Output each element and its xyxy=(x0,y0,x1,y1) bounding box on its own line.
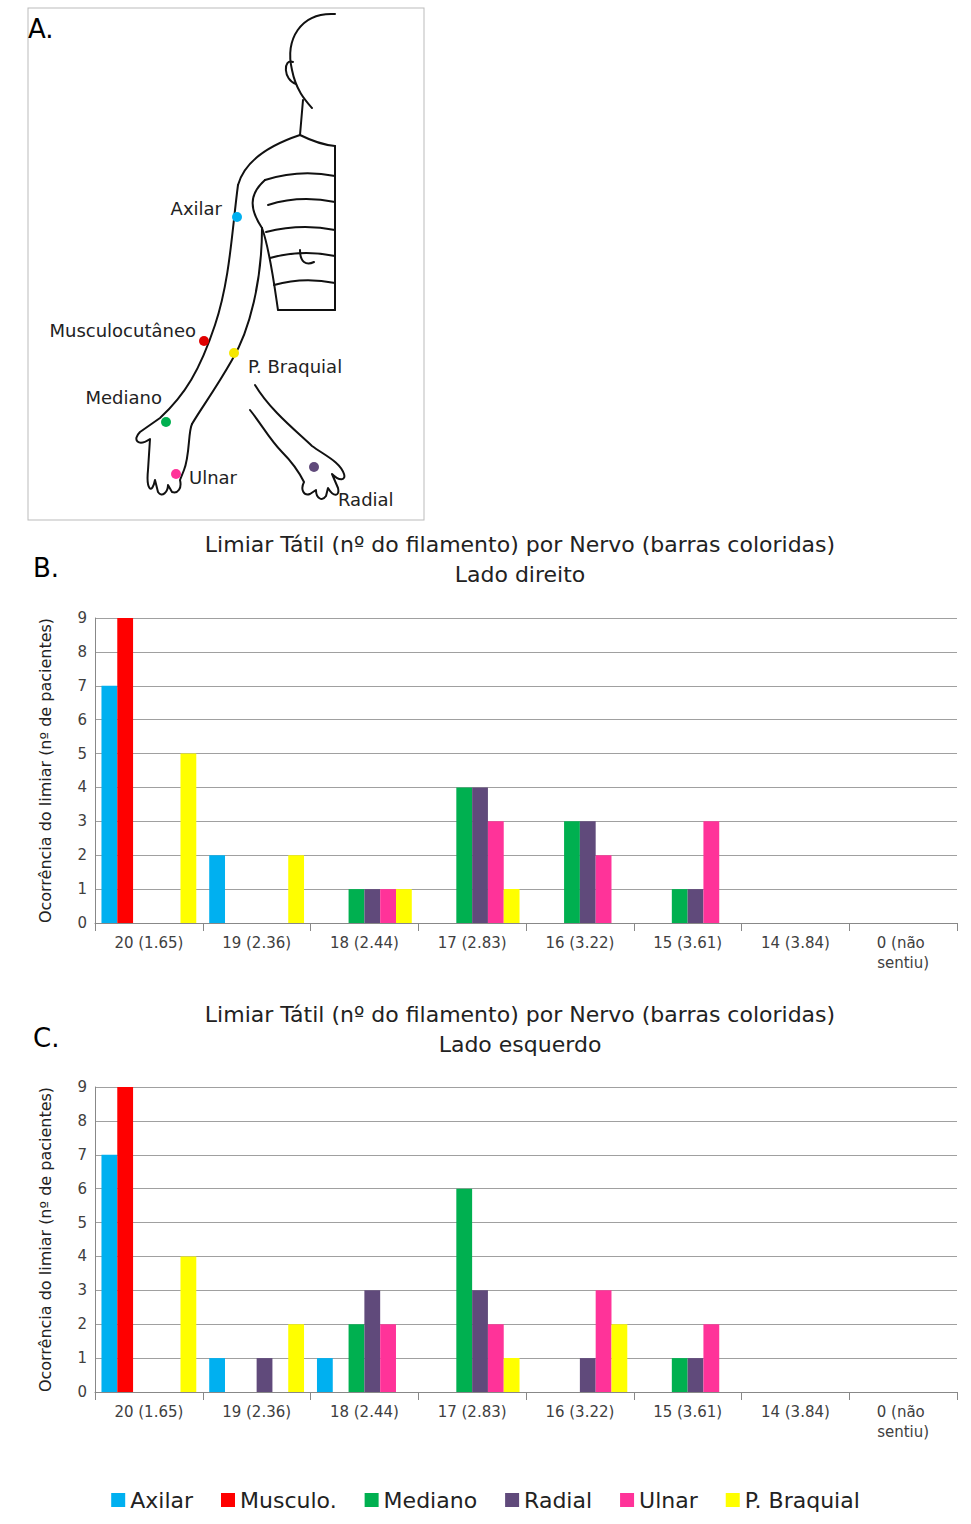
svg-text:19 (2.36): 19 (2.36) xyxy=(222,1403,291,1421)
svg-text:Musculocutâneo: Musculocutâneo xyxy=(49,320,196,341)
svg-text:C.: C. xyxy=(33,1023,59,1053)
svg-text:Limiar Tátil (nº do filamento): Limiar Tátil (nº do filamento) por Nervo… xyxy=(205,532,835,557)
svg-text:P. Braquial: P. Braquial xyxy=(745,1488,860,1513)
svg-text:Lado esquerdo: Lado esquerdo xyxy=(439,1032,602,1057)
svg-text:A.: A. xyxy=(28,14,54,44)
svg-text:19 (2.36): 19 (2.36) xyxy=(222,934,291,952)
svg-text:P. Braquial: P. Braquial xyxy=(248,356,342,377)
svg-text:9: 9 xyxy=(77,1078,87,1096)
svg-text:6: 6 xyxy=(77,711,87,729)
svg-text:Radial: Radial xyxy=(338,489,394,510)
svg-text:17 (2.83): 17 (2.83) xyxy=(438,934,507,952)
svg-text:Limiar Tátil (nº do filamento): Limiar Tátil (nº do filamento) por Nervo… xyxy=(205,1002,835,1027)
svg-text:16 (3.22): 16 (3.22) xyxy=(545,1403,614,1421)
svg-text:3: 3 xyxy=(77,1281,87,1299)
svg-text:B.: B. xyxy=(33,553,59,583)
svg-text:7: 7 xyxy=(77,1146,87,1164)
svg-text:15 (3.61): 15 (3.61) xyxy=(653,934,722,952)
svg-text:8: 8 xyxy=(77,643,87,661)
svg-text:Musculo.: Musculo. xyxy=(240,1488,337,1513)
svg-text:4: 4 xyxy=(77,1247,87,1265)
svg-text:4: 4 xyxy=(77,778,87,796)
svg-text:Mediano: Mediano xyxy=(86,387,162,408)
svg-text:0: 0 xyxy=(77,914,87,932)
svg-text:Radial: Radial xyxy=(524,1488,592,1513)
svg-text:15 (3.61): 15 (3.61) xyxy=(653,1403,722,1421)
svg-text:2: 2 xyxy=(77,846,87,864)
svg-text:20 (1.65): 20 (1.65) xyxy=(114,1403,183,1421)
svg-text:0: 0 xyxy=(77,1383,87,1401)
svg-text:9: 9 xyxy=(77,609,87,627)
svg-text:2: 2 xyxy=(77,1315,87,1333)
svg-text:1: 1 xyxy=(77,880,87,898)
svg-text:17 (2.83): 17 (2.83) xyxy=(438,1403,507,1421)
svg-text:3: 3 xyxy=(77,812,87,830)
svg-text:14 (3.84): 14 (3.84) xyxy=(761,934,830,952)
svg-text:5: 5 xyxy=(77,745,87,763)
svg-text:Mediano: Mediano xyxy=(384,1488,477,1513)
svg-text:Ulnar: Ulnar xyxy=(639,1488,699,1513)
svg-text:5: 5 xyxy=(77,1214,87,1232)
svg-text:Axilar: Axilar xyxy=(130,1488,194,1513)
svg-text:sentiu): sentiu) xyxy=(877,954,929,972)
svg-text:6: 6 xyxy=(77,1180,87,1198)
svg-text:18 (2.44): 18 (2.44) xyxy=(330,1403,399,1421)
svg-text:sentiu): sentiu) xyxy=(877,1423,929,1441)
svg-text:18 (2.44): 18 (2.44) xyxy=(330,934,399,952)
svg-text:14 (3.84): 14 (3.84) xyxy=(761,1403,830,1421)
svg-text:Axilar: Axilar xyxy=(171,198,223,219)
svg-text:Ocorrência do limiar (nº de pa: Ocorrência do limiar (nº de pacientes) xyxy=(36,1087,55,1392)
svg-text:20 (1.65): 20 (1.65) xyxy=(114,934,183,952)
svg-text:0 (não: 0 (não xyxy=(877,1403,930,1421)
svg-text:Lado direito: Lado direito xyxy=(455,562,586,587)
svg-text:Ulnar: Ulnar xyxy=(189,467,238,488)
svg-text:7: 7 xyxy=(77,677,87,695)
svg-text:16 (3.22): 16 (3.22) xyxy=(545,934,614,952)
svg-text:1: 1 xyxy=(77,1349,87,1367)
svg-text:8: 8 xyxy=(77,1112,87,1130)
svg-text:0 (não: 0 (não xyxy=(877,934,930,952)
svg-text:Ocorrência do limiar (nº de pa: Ocorrência do limiar (nº de pacientes) xyxy=(36,618,55,923)
